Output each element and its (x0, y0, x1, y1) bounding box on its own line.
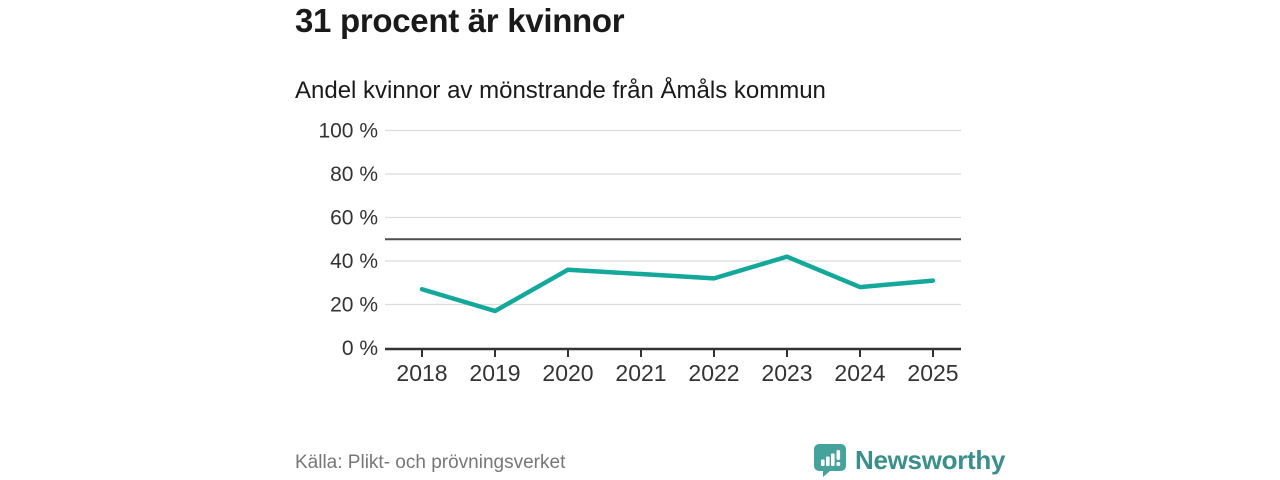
x-tick-label: 2021 (615, 360, 666, 386)
y-tick-label: 80 % (330, 163, 378, 186)
exclamation-stem (836, 450, 841, 460)
data-line (419, 254, 936, 314)
x-tick-label: 2022 (688, 360, 739, 386)
newsworthy-logo: Newsworthy (813, 443, 1005, 477)
y-tick-label: 0 % (342, 337, 378, 360)
x-tick-label: 2020 (542, 360, 593, 386)
chart-subtitle: Andel kvinnor av mönstrande från Åmåls k… (295, 77, 826, 104)
x-tick-label: 2018 (396, 360, 447, 386)
y-tick-label: 60 % (330, 207, 378, 230)
x-tick-label: 2023 (761, 360, 812, 386)
bar-small (821, 459, 825, 466)
page-title: 31 procent är kvinnor (295, 2, 625, 39)
newsworthy-wordmark: Newsworthy (855, 444, 1006, 475)
speech-bubble-shape (814, 444, 846, 477)
x-tick-label: 2024 (834, 360, 885, 386)
bar-medium (826, 456, 830, 466)
y-tick-label: 100 % (318, 120, 378, 143)
bar-large (831, 453, 835, 466)
source-text: Källa: Plikt- och prövningsverket (295, 452, 566, 473)
x-tick-label: 2019 (469, 360, 520, 386)
newsworthy-icon (814, 444, 846, 477)
y-tick-label: 20 % (330, 294, 378, 317)
y-tick-label: 40 % (330, 250, 378, 273)
x-tick-label: 2025 (907, 360, 958, 386)
exclamation-dot (836, 462, 841, 466)
